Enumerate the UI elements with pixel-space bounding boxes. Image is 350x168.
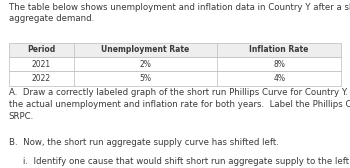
Bar: [9, 43, 341, 57]
Text: The table below shows unemployment and inflation data in Country Y after a shift: The table below shows unemployment and i…: [9, 3, 350, 23]
Bar: [9, 71, 341, 86]
Text: 2022: 2022: [32, 74, 51, 83]
Text: 4%: 4%: [273, 74, 285, 83]
Text: B.  Now, the short run aggregate supply curve has shifted left.: B. Now, the short run aggregate supply c…: [9, 138, 279, 147]
Bar: [9, 57, 341, 71]
Text: 5%: 5%: [139, 74, 151, 83]
Text: 2021: 2021: [32, 60, 51, 69]
Text: 2%: 2%: [139, 60, 151, 69]
Text: Period: Period: [27, 46, 55, 54]
Text: i.  Identify one cause that would shift short run aggregate supply to the left.: i. Identify one cause that would shift s…: [23, 157, 350, 166]
Text: Unemployment Rate: Unemployment Rate: [101, 46, 189, 54]
Text: A.  Draw a correctly labeled graph of the short run Phillips Curve for Country Y: A. Draw a correctly labeled graph of the…: [9, 88, 350, 121]
Text: Inflation Rate: Inflation Rate: [250, 46, 309, 54]
Text: 8%: 8%: [273, 60, 285, 69]
